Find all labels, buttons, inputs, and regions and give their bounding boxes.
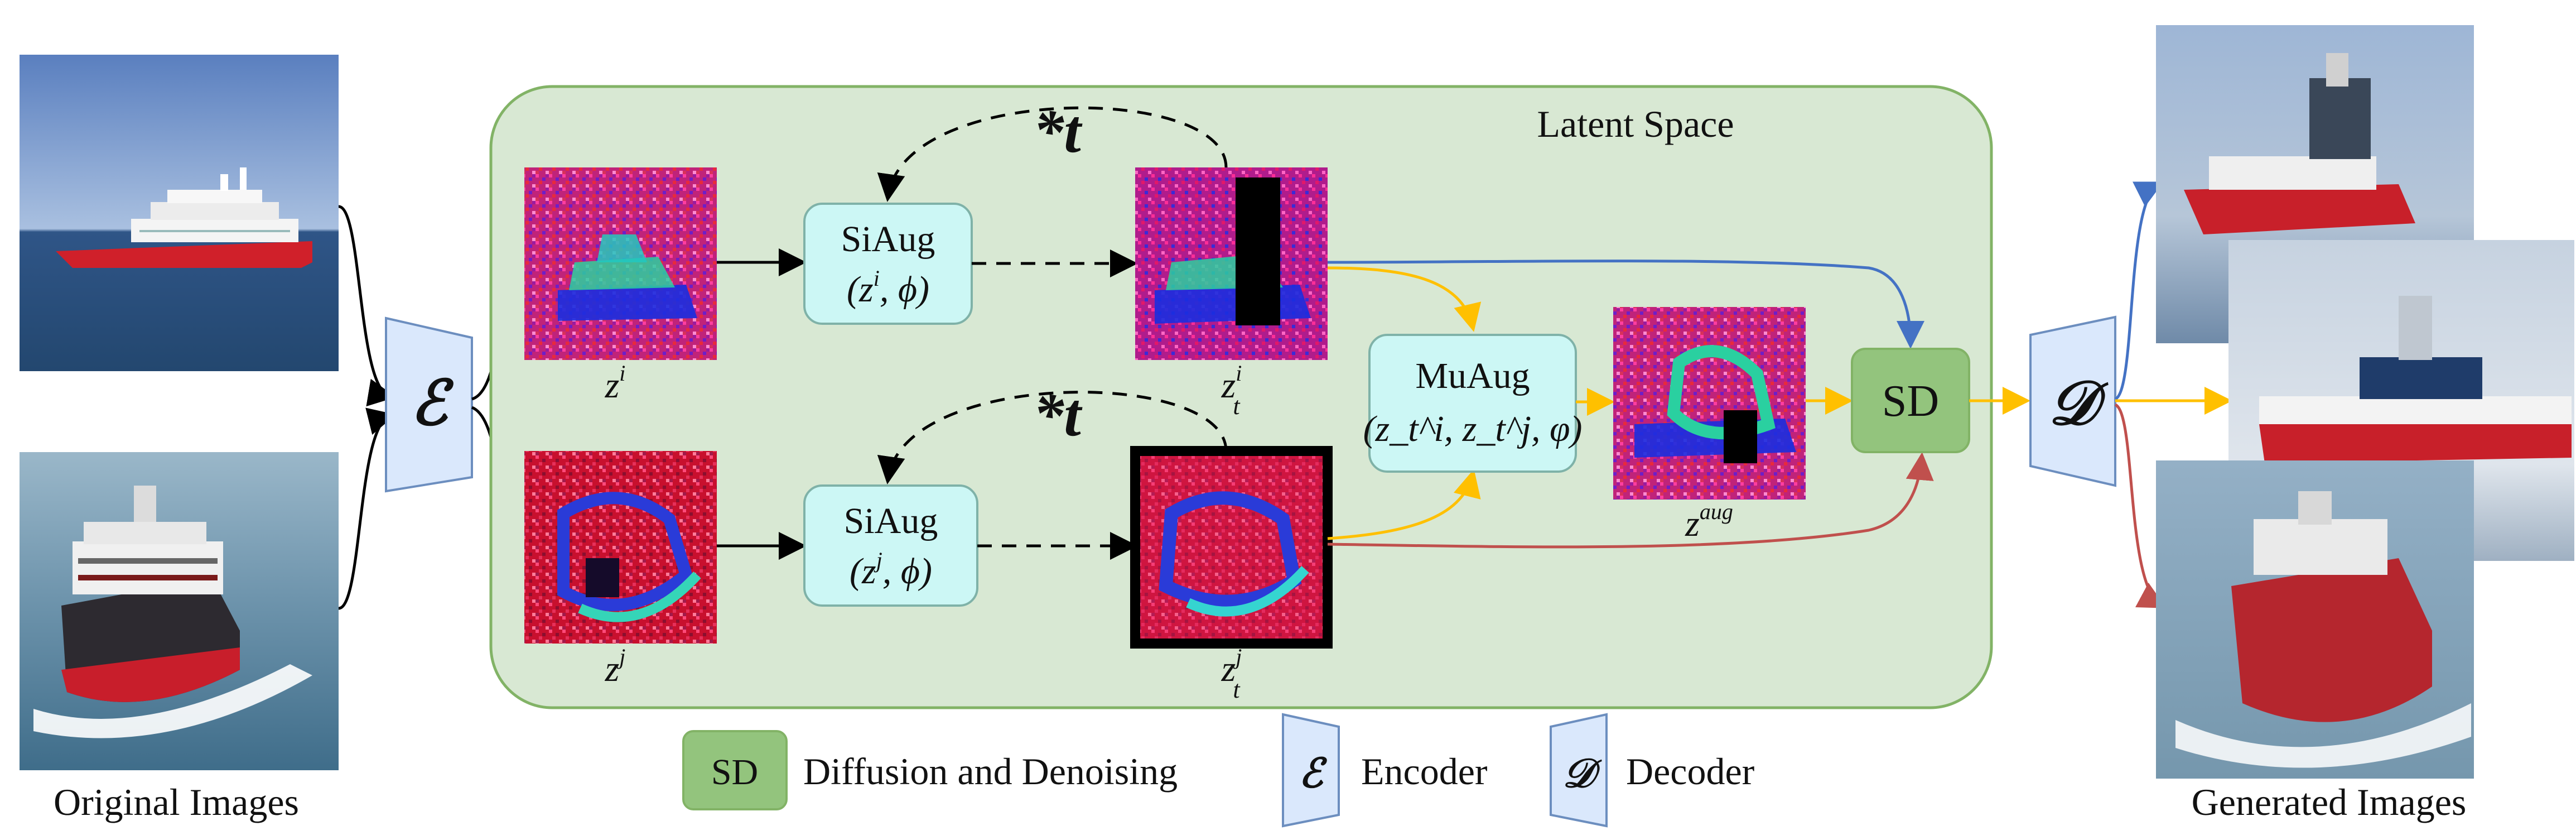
- encoder: ℰ: [385, 316, 473, 493]
- latent-z-t-i: [1135, 167, 1328, 360]
- z-aug-label: zaug: [1685, 499, 1733, 544]
- arrow-z-t-j-to-sd: [1327, 452, 1934, 549]
- svg-text:(zj, ϕ): (zj, ϕ): [850, 548, 932, 592]
- svg-text:SD: SD: [1882, 377, 1939, 426]
- svg-text:MuAug: MuAug: [1415, 356, 1530, 396]
- arrow-z-t-i-to-muaug: [1327, 266, 1482, 332]
- muaug-box: MuAug (z_t^i, z_t^j, φ): [1363, 334, 1583, 473]
- svg-text:SiAug: SiAug: [841, 219, 935, 260]
- arrow-z-t-j-to-muaug: [1327, 469, 1481, 540]
- siaug-top-box: SiAug (zi, ϕ): [803, 203, 973, 325]
- arrow-image-top-to-encoder: [338, 205, 396, 406]
- svg-text:SiAug: SiAug: [844, 501, 938, 541]
- siaug-bottom-box: SiAug (zj, ϕ): [803, 484, 978, 607]
- latent-z-t-j: [1130, 446, 1333, 649]
- legend-encoder: ℰ Encoder: [1282, 713, 1488, 828]
- z-t-j-label: zj t: [1221, 644, 1242, 703]
- original-image-bottom: [20, 452, 339, 770]
- arrow-z-t-i-to-sd: [1327, 260, 1924, 349]
- loop-bottom-label: *t: [1033, 381, 1083, 449]
- legend-sd: SD Diffusion and Denoising: [682, 730, 1178, 810]
- latent-z-j: [524, 451, 717, 644]
- latent-space-title: Latent Space: [1537, 103, 1734, 145]
- encoder-symbol: ℰ: [411, 369, 455, 438]
- z-t-i-label: zi t: [1221, 361, 1242, 420]
- muaug-args: (z_t^i, z_t^j, φ): [1363, 409, 1583, 449]
- original-image-top: [20, 55, 339, 371]
- arrow-decoder-to-generated-top: [2114, 181, 2164, 401]
- arrow-image-bottom-to-encoder: [338, 407, 396, 610]
- latent-z-i: [524, 167, 717, 360]
- original-images-caption: Original Images: [54, 781, 299, 823]
- legend: SD Diffusion and Denoising ℰ Encoder 𝒟 D…: [682, 713, 1755, 828]
- generated-image-bottom: [2156, 460, 2474, 779]
- arrow-decoder-to-generated-bottom: [2114, 403, 2167, 608]
- loop-arrow-bottom: [877, 391, 1228, 484]
- generated-images-caption: Generated Images: [2192, 781, 2467, 823]
- z-i-label: zi: [605, 361, 626, 406]
- latent-z-aug: [1613, 307, 1806, 500]
- legend-sd-key: SD: [711, 752, 758, 793]
- z-j-label: zj: [605, 644, 626, 689]
- legend-sd-text: Diffusion and Denoising: [803, 750, 1178, 793]
- legend-encoder-text: Encoder: [1361, 750, 1488, 793]
- legend-decoder-text: Decoder: [1626, 750, 1755, 793]
- legend-encoder-symbol: ℰ: [1299, 751, 1328, 796]
- loop-top-label: *t: [1033, 97, 1083, 165]
- svg-text:(zi, ϕ): (zi, ϕ): [847, 266, 929, 310]
- decoder: 𝒟: [2029, 315, 2116, 487]
- sd-box: SD: [1851, 348, 1970, 453]
- loop-arrow-top: [877, 106, 1228, 202]
- legend-decoder: 𝒟 Decoder: [1550, 713, 1755, 828]
